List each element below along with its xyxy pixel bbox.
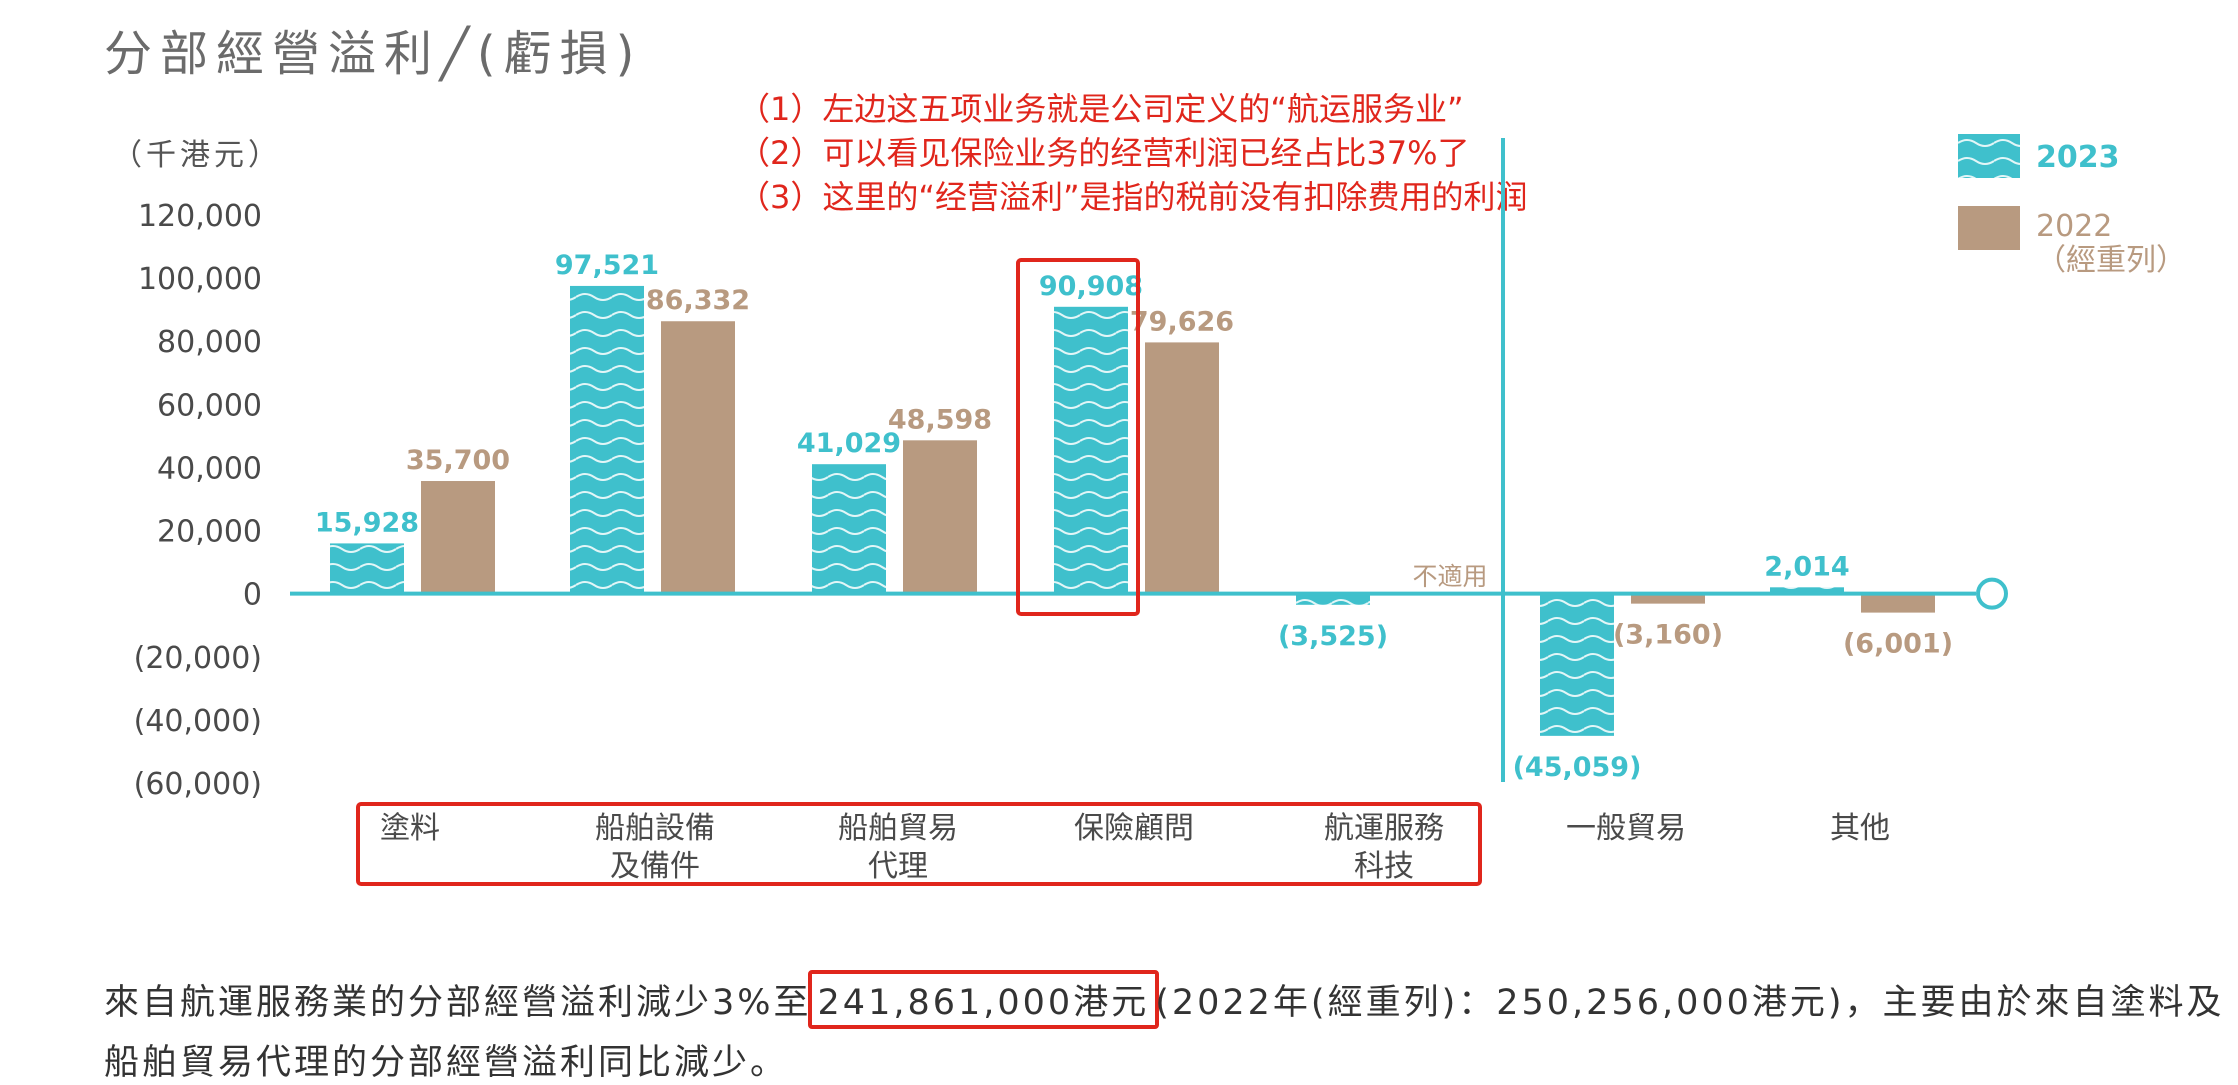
bar-2023 [330,543,404,594]
data-label-2023: 97,521 [555,250,659,281]
footer-text-before: 來自航運服務業的分部經營溢利減少3%至 [104,983,812,1023]
y-tick-label: 100,000 [138,262,262,297]
bar-2022 [1145,342,1219,594]
highlight-box-shipping-services [356,802,1482,886]
annotation-2: （2）可以看见保险业务的经营利润已经占比37%了 [738,134,1470,172]
category-label: 一般貿易 [1566,811,1686,846]
legend-label-2022-year: 2022 [2036,209,2113,244]
category-label-line2: 及備件 [610,849,700,884]
category-label: 保險顧問 [1074,811,1194,846]
unit-label: （千港元） [112,138,282,173]
category-label: 塗料 [380,811,440,846]
data-label-2023: 2,014 [1764,551,1849,582]
category-label-line2: 代理 [868,849,928,884]
bar-2022 [903,440,977,594]
data-label-2023: (45,059) [1513,752,1642,783]
data-label-2022: 79,626 [1130,306,1234,337]
annotation-3: （3）这里的“经营溢利”是指的税前没有扣除费用的利润 [738,178,1528,216]
y-tick-label: 60,000 [157,388,262,423]
y-tick-label: (60,000) [134,767,262,802]
data-label-2023: 90,908 [1039,271,1143,302]
na-label: 不適用 [1412,562,1487,591]
data-label-2023: (3,525) [1278,621,1388,652]
data-label-2023: 41,029 [797,428,901,459]
data-label-2022: 86,332 [646,285,750,316]
bar-2022 [661,321,735,594]
legend-label-2022-restated: （經重列） [2036,243,2186,278]
y-tick-label: (40,000) [134,704,262,739]
bar-2022 [1631,593,1705,604]
bar-2023 [1296,593,1370,605]
chart-title: 分部經營溢利╱(虧損) [104,26,643,82]
footer-line-2: 船舶貿易代理的分部經營溢利同比減少。 [104,1043,789,1083]
footer-highlight-amount: 241,861,000港元 [807,970,1160,1029]
y-tick-label: 20,000 [157,515,262,550]
data-label-2022: (6,001) [1843,629,1953,660]
category-label: 船舶貿易 [838,811,958,846]
data-label-2023: 15,928 [315,507,419,538]
bar-2022 [421,481,495,594]
bar-2022 [1861,593,1935,613]
y-tick-label: 40,000 [157,451,262,486]
y-tick-label: 80,000 [157,325,262,360]
data-label-2022: 35,700 [406,445,510,476]
data-label-2022: 48,598 [888,404,992,435]
category-label: 其他 [1830,811,1890,846]
legend-label-2022: 2022 （經重列） [2036,210,2186,278]
bar-2023 [812,464,886,594]
legend-label-2023: 2023 [2036,140,2120,175]
category-label: 航運服務 [1324,811,1444,846]
highlight-box-insurance [1016,258,1140,616]
bar-2023 [570,285,644,594]
footer-line-1: 來自航運服務業的分部經營溢利減少3%至 241,861,000港元 (2022年(經… [104,970,2225,1029]
y-tick-label: (20,000) [134,641,262,676]
y-tick-label: 120,000 [138,199,262,234]
annotation-1: （1）左边这五项业务就是公司定义的“航运服务业” [738,90,1464,128]
bar-2023 [1770,587,1844,594]
legend-swatch-2023 [1958,134,2020,178]
legend-swatch-2022 [1958,206,2020,250]
bar-2023 [1054,306,1128,594]
bar-2023 [1540,593,1614,736]
category-label-line2: 科技 [1354,849,1414,884]
data-label-2022: (3,160) [1613,620,1723,651]
footer-text-after: (2022年(經重列)：250,256,000港元)，主要由於來自塗料及 [1155,983,2225,1023]
baseline-end-marker [1976,577,2008,610]
y-tick-label: 0 [243,578,262,613]
category-label: 船舶設備 [595,811,715,846]
